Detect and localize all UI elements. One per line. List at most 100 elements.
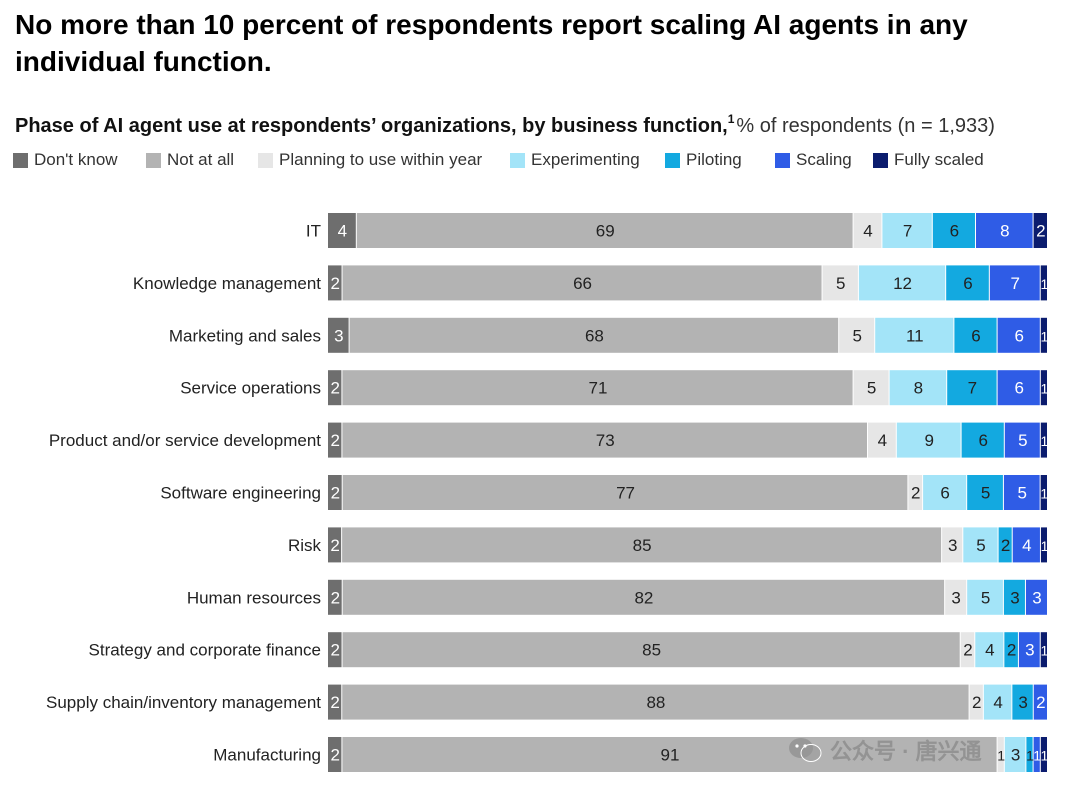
data-label: 1 [1041,381,1049,397]
bar-segment [328,370,342,406]
bar-segment [1004,737,1026,772]
data-label: 5 [1018,431,1027,450]
data-label: 6 [971,326,980,345]
legend-item-piloting: Piloting [665,150,742,170]
data-label: 2 [330,746,339,765]
data-label: 85 [642,641,661,660]
data-label: 3 [948,536,957,555]
bar-segment [1040,317,1047,353]
data-label: 2 [963,641,972,660]
bar-segment [961,422,1004,458]
data-label: 1 [1041,748,1049,764]
data-label: 3 [1018,693,1027,712]
data-label: 85 [633,536,652,555]
bar-segment [963,527,998,563]
data-label: 66 [573,274,592,293]
bar-segment [954,317,997,353]
watermark-text: 公众号 · 唐兴通 [830,739,982,764]
bar-segment [1003,475,1040,510]
data-label: 2 [972,693,981,712]
subtitle-unit: % of respondents (n = 1,933) [736,115,995,137]
data-label: 5 [981,588,990,607]
category-label: Knowledge management [133,274,321,293]
data-label: 4 [863,222,872,241]
chart-headline: No more than 10 percent of respondents r… [15,9,968,77]
bar-segment [1040,632,1047,668]
legend-label: Scaling [796,150,852,169]
category-label: Strategy and corporate finance [89,641,321,660]
legend-item-not-at-all: Not at all [146,150,234,170]
legend-swatch [510,152,525,168]
bar-segment [1040,370,1047,406]
data-label: 4 [985,641,994,660]
bar-segment [356,213,853,248]
bar-segment [932,213,975,248]
data-label: 1 [1041,538,1049,554]
bar-segment [328,475,342,510]
bar-segment [998,527,1012,563]
data-label: 12 [893,274,912,293]
data-label: 1 [1041,328,1049,344]
data-label: 3 [1032,588,1041,607]
bar-segment [1026,737,1033,772]
legend-swatch [775,152,790,168]
bar-segment [1040,475,1047,510]
data-label: 6 [978,431,987,450]
data-label: 6 [963,274,972,293]
legend-item-don-t-know: Don't know [13,150,118,170]
bar-segment [328,317,349,353]
bar-segment [989,265,1040,301]
bar-segment [328,737,342,772]
legend-label: Piloting [686,150,742,169]
bar-segment [1033,737,1040,772]
data-label: 1 [1033,748,1041,764]
category-label: Service operations [180,379,321,398]
data-label: 73 [596,431,615,450]
legend-label: Don't know [34,150,118,169]
data-label: 2 [1001,536,1010,555]
category-label: Software engineering [160,484,321,503]
legend-swatch [873,152,888,168]
bar-row: Product and/or service development 2 73 4 9 6… [49,422,1049,458]
data-label: 8 [914,379,923,398]
data-label: 9 [924,431,933,450]
bar-row: Knowledge management 2 66 5 12 6 7 1 [133,265,1048,301]
data-label: 2 [331,588,340,607]
bar-row: Marketing and sales 3 68 5 11 6 6 1 [169,317,1049,353]
bar-segment [328,265,342,301]
bar-segment [342,632,960,668]
bar-segment [983,684,1012,720]
bar-segment [349,317,839,353]
bar-segment [822,265,858,301]
legend-label: Fully scaled [894,150,984,169]
data-label: 5 [836,274,845,293]
data-label: 2 [1007,641,1016,660]
data-label: 2 [1036,693,1045,712]
data-label: 2 [330,536,339,555]
bar-row: Risk 2 85 3 5 2 4 1 [288,527,1049,563]
legend-swatch [665,152,680,168]
bar-segment [1012,684,1033,720]
data-label: 4 [993,693,1002,712]
legend-label: Not at all [167,150,235,169]
category-label: IT [306,222,321,241]
bar-row: Manufacturing 2 91 1 3 1 1 1 [213,737,1049,772]
bar-segment [875,317,954,353]
data-label: 2 [330,379,339,398]
bar-segment [969,684,983,720]
category-label: Supply chain/inventory management [46,693,321,712]
bar-segment [839,317,875,353]
data-label: 82 [634,588,653,607]
bar-segment [1033,213,1047,248]
legend-item-experimenting: Experimenting [510,150,640,170]
bar-segment [908,475,923,510]
bar-segment [967,579,1003,615]
data-label: 5 [981,484,990,503]
data-label: 71 [589,379,608,398]
bar-row: Service operations 2 71 5 8 7 6 1 [180,370,1049,406]
bar-segment [853,370,889,406]
bar-row: Supply chain/inventory management 2 88 2 4 3 2 [46,684,1047,720]
legend-swatch [258,152,273,168]
data-label: 1 [1040,643,1048,659]
legend-label: Experimenting [531,150,640,169]
